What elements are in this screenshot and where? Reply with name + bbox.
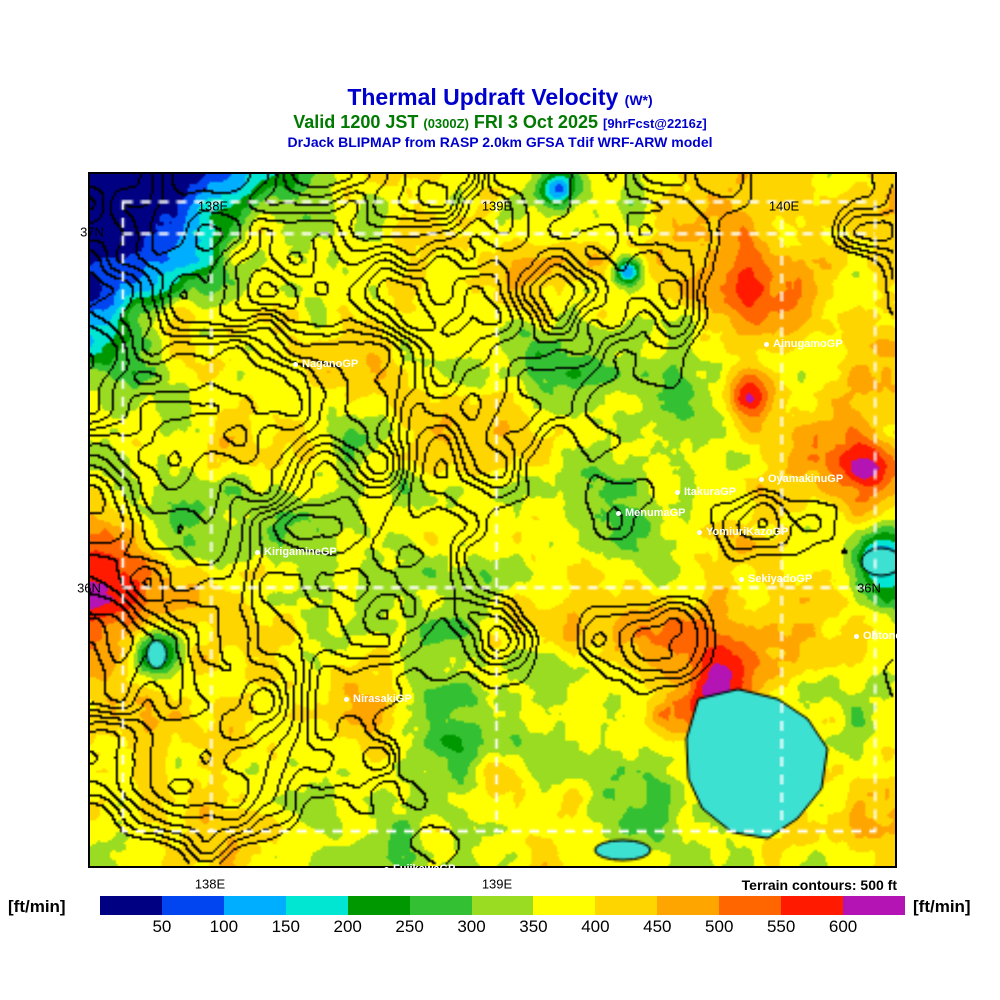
terrain-contour-note: Terrain contours: 500 ft <box>741 877 897 893</box>
title-line: Thermal Updraft Velocity (W*) <box>0 84 1000 110</box>
axis-label-138e: 138E <box>194 876 226 892</box>
colorbar-segment <box>595 896 658 915</box>
colorbar-tick: 400 <box>581 917 610 936</box>
model-info: DrJack BLIPMAP from RASP 2.0km GFSA Tdif… <box>287 134 713 151</box>
colorbar-segment <box>533 896 596 915</box>
colorbar-tick: 200 <box>333 917 362 936</box>
colorbar-segment <box>161 896 224 915</box>
colorbar-ticks: 50 100 150 200 250 300 350 400 450 500 550 600 <box>100 917 905 939</box>
colorbar-tick: 50 <box>152 917 172 936</box>
title-variable: (W*) <box>624 92 653 108</box>
axis-label-139e: 139E <box>481 876 513 892</box>
colorbar-segment <box>100 896 162 915</box>
colorbar-tick: 150 <box>271 917 300 936</box>
colorbar-segment <box>657 896 720 915</box>
colorbar-gradient <box>100 896 905 915</box>
valid-time-line: Valid 1200 JST (0300Z) FRI 3 Oct 2025 [9… <box>0 112 1000 133</box>
colorbar-unit-right: [ft/min] <box>913 897 971 916</box>
map <box>88 172 897 868</box>
colorbar-unit-left: [ft/min] <box>8 897 66 916</box>
colorbar-segment <box>409 896 472 915</box>
colorbar-segment <box>843 896 905 915</box>
forecast-tag: [9hrFcst@2216z] <box>603 116 707 132</box>
colorbar-segment <box>471 896 534 915</box>
colorbar-segment <box>285 896 348 915</box>
colorbar-tick: 450 <box>643 917 672 936</box>
valid-date: FRI 3 Oct 2025 <box>473 112 598 133</box>
colorbar-segment <box>347 896 410 915</box>
colorbar-tick: 350 <box>519 917 548 936</box>
colorbar-tick: 250 <box>395 917 424 936</box>
colorbar-tick: 500 <box>705 917 734 936</box>
thermal-field-canvas <box>90 174 895 866</box>
colorbar-segment <box>781 896 844 915</box>
valid-time: Valid 1200 JST <box>293 112 419 133</box>
page-title: Thermal Updraft Velocity <box>347 84 619 110</box>
valid-zulu: (0300Z) <box>423 116 469 132</box>
colorbar-segment <box>223 896 286 915</box>
colorbar-segment <box>719 896 782 915</box>
colorbar-tick: 300 <box>457 917 486 936</box>
colorbar-tick: 550 <box>766 917 796 936</box>
chart-header: Thermal Updraft Velocity (W*) Valid 1200… <box>0 84 1000 150</box>
colorbar-tick: 600 <box>828 917 858 936</box>
colorbar-tick: 100 <box>209 917 239 936</box>
